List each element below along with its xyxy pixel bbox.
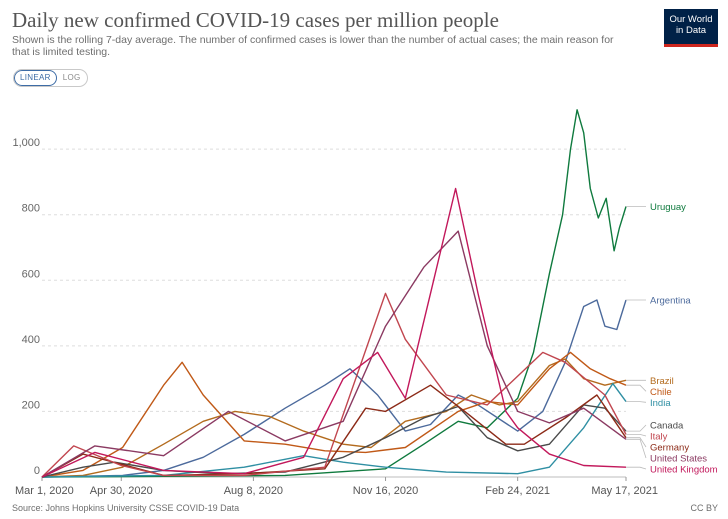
label-leader-line <box>626 438 647 459</box>
y-tick-label: 600 <box>22 268 40 280</box>
series-line-united-states[interactable] <box>41 230 627 478</box>
label-leader-line <box>626 433 647 437</box>
scale-toggle[interactable]: LINEAR LOG <box>13 69 88 87</box>
label-leader-line <box>626 384 647 392</box>
series-line-canada[interactable] <box>41 404 627 478</box>
series-lines <box>41 109 627 478</box>
grid-lines <box>42 148 626 478</box>
label-leader-line <box>626 437 647 448</box>
series-label-italy[interactable]: Italy <box>650 432 668 443</box>
series-line-united-kingdom[interactable] <box>41 187 627 478</box>
series-line-germany[interactable] <box>41 384 627 478</box>
logo-line1: Our World <box>669 14 713 25</box>
series-label-chile[interactable]: Chile <box>650 387 672 398</box>
source-note[interactable]: Source: Johns Hopkins University CSSE CO… <box>12 503 240 513</box>
y-tick-label: 400 <box>22 334 40 346</box>
series-label-brazil[interactable]: Brazil <box>650 376 674 387</box>
x-tick-label: Nov 16, 2020 <box>353 485 418 497</box>
x-axis: Mar 1, 2020 Apr 30, 2020 Aug 8, 2020 Nov 16… <box>15 477 658 497</box>
series-line-brazil[interactable] <box>41 358 627 478</box>
series-label-india[interactable]: India <box>650 398 671 409</box>
series-label-argentina[interactable]: Argentina <box>650 295 691 306</box>
x-tick-label: Apr 30, 2020 <box>90 485 153 497</box>
series-line-india[interactable] <box>41 382 627 478</box>
y-tick-label: 800 <box>22 203 40 215</box>
logo-line2: in Data <box>675 25 707 36</box>
y-tick-label: 200 <box>22 399 40 411</box>
series-label-united-kingdom[interactable]: United Kingdom <box>650 465 718 476</box>
chart-subtitle: Shown is the rolling 7-day average. The … <box>12 34 614 58</box>
x-tick-label: May 17, 2021 <box>591 485 658 497</box>
x-tick-label: Feb 24, 2021 <box>485 485 550 497</box>
label-leader-line <box>626 466 647 470</box>
y-axis: 0 200 400 600 800 1,000 <box>12 137 40 477</box>
series-label-uruguay[interactable]: Uruguay <box>650 202 686 213</box>
x-tick-label: Mar 1, 2020 <box>15 485 74 497</box>
series-line-chile[interactable] <box>41 351 627 478</box>
series-label-canada[interactable]: Canada <box>650 421 684 432</box>
owid-logo[interactable]: Our World in Data <box>664 9 718 47</box>
logo-accent-bar <box>664 44 718 47</box>
license-link[interactable]: CC BY <box>690 503 718 513</box>
series-line-argentina[interactable] <box>41 299 627 478</box>
chart-title: Daily new confirmed COVID-19 cases per m… <box>12 8 499 32</box>
y-tick-label: 0 <box>34 465 40 477</box>
series-line-uruguay[interactable] <box>41 109 627 478</box>
label-leader-line <box>626 424 647 432</box>
series-label-united-states[interactable]: United States <box>650 454 707 465</box>
series-label-germany[interactable]: Germany <box>650 443 689 454</box>
y-tick-label: 1,000 <box>12 137 40 149</box>
label-leader-line <box>626 401 647 403</box>
x-tick-label: Aug 8, 2020 <box>224 485 283 497</box>
linear-scale-button[interactable]: LINEAR <box>14 70 57 86</box>
series-line-italy[interactable] <box>41 292 627 478</box>
log-scale-button[interactable]: LOG <box>62 73 81 82</box>
